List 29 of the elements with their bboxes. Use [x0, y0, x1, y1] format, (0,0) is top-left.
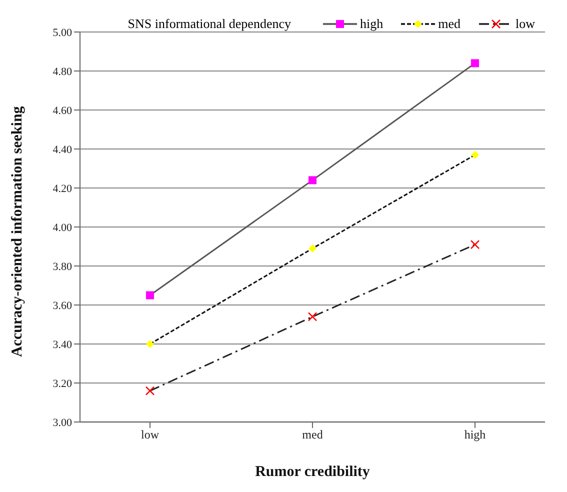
y-tick-label: 4.00: [52, 222, 72, 234]
y-tick-label: 4.40: [52, 144, 72, 156]
point: [308, 244, 316, 252]
point: [146, 291, 154, 300]
y-tick-label: 5.00: [52, 26, 72, 39]
point: [146, 340, 154, 348]
legend-label: high: [358, 16, 384, 32]
y-tick-label: 3.40: [52, 338, 72, 351]
point: [471, 150, 479, 159]
legend-label: low: [514, 16, 535, 32]
y-axis-title: Accuracy-oriented information seeking: [9, 106, 26, 357]
x-tick-label: low: [141, 428, 160, 442]
y-tick-label: 4.20: [52, 182, 72, 195]
x-tick-label: high: [464, 428, 486, 442]
y-tick-label: 3.20: [52, 378, 72, 390]
point: [471, 59, 479, 68]
point: [308, 312, 318, 322]
point: [145, 386, 155, 396]
y-tick-label: 4.80: [52, 66, 72, 78]
legend-label: med: [437, 16, 460, 32]
x-axis-title: Rumor credibility: [255, 464, 370, 480]
x-tick-label: med: [302, 428, 323, 442]
point: [308, 176, 316, 184]
legend-title: SNS informational dependency: [128, 16, 291, 32]
y-tick-label: 3.00: [52, 416, 72, 429]
point: [470, 240, 480, 250]
y-tick-label: 3.80: [52, 260, 72, 273]
y-tick-label: 3.60: [52, 300, 72, 312]
y-tick-label: 4.60: [52, 104, 72, 117]
